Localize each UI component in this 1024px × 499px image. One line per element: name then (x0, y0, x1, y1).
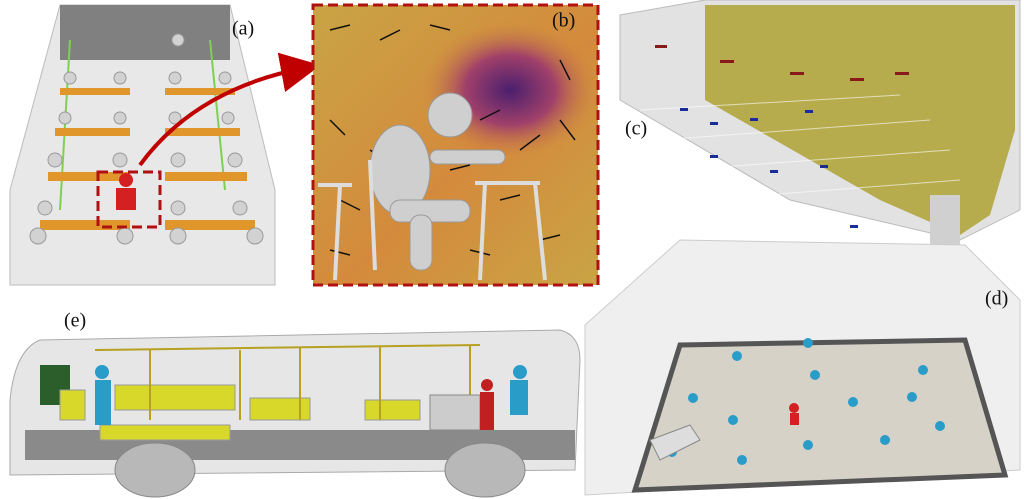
light-beam (59, 39, 71, 211)
panel-c: (c) (619, 0, 1021, 255)
zoom-arrow (138, 52, 321, 167)
panel-d: (d) (584, 239, 1021, 496)
panel-label: (a) (232, 18, 254, 40)
passenger (95, 380, 111, 425)
target-occupant (789, 403, 799, 413)
velocity-vectors (329, 24, 576, 256)
exhaled-plume (420, 20, 600, 160)
seated-manikin (369, 92, 506, 271)
panel-label: (c) (625, 118, 647, 140)
zoom-frame (311, 3, 600, 287)
light-beam (209, 39, 226, 191)
tiers (639, 94, 961, 201)
outlets (655, 45, 909, 81)
target-occupant (116, 188, 136, 210)
back-wall (60, 5, 230, 60)
driver-area (429, 394, 481, 431)
desks (40, 88, 255, 230)
passenger (513, 365, 527, 379)
target-occupant (790, 413, 799, 425)
wheels (114, 442, 526, 498)
panel-b: (b) (311, 3, 600, 287)
target-occupant (119, 173, 133, 187)
inlets (680, 108, 858, 228)
panel-label: (b) (552, 10, 575, 32)
passenger (510, 380, 528, 415)
panel-a: (a) (9, 4, 276, 286)
zoom-box (96, 170, 162, 229)
seating-volume (705, 5, 1015, 235)
floor (631, 337, 1009, 493)
occupants (29, 33, 264, 245)
piano (649, 424, 701, 461)
target-passenger (481, 379, 493, 391)
chairs-desks (318, 159, 547, 281)
target-passenger (480, 392, 494, 430)
seats (59, 384, 421, 441)
passenger (95, 365, 109, 379)
panel-label: (e) (64, 310, 86, 332)
panel-label: (d) (985, 288, 1008, 310)
panel-e: (e) (9, 310, 581, 498)
